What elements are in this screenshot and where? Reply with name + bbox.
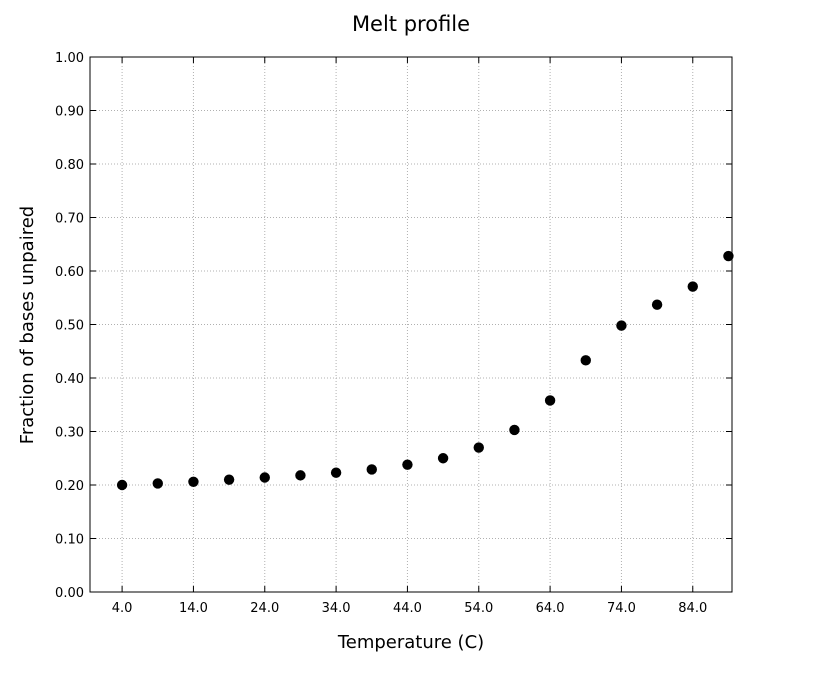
- chart-title: Melt profile: [352, 12, 470, 36]
- y-tick-label: 0.90: [55, 105, 84, 120]
- y-tick-label: 0.30: [55, 426, 84, 441]
- data-point: [223, 474, 235, 485]
- y-tick-label: 0.10: [55, 533, 84, 548]
- data-point: [687, 281, 698, 292]
- data-point: [152, 478, 163, 489]
- data-point: [723, 250, 734, 262]
- y-tick-label: 1.00: [55, 51, 84, 66]
- x-tick-label: 84.0: [678, 601, 707, 616]
- y-tick-label: 0.80: [55, 158, 84, 173]
- data-point: [188, 476, 199, 487]
- y-tick-label: 0.50: [55, 319, 84, 334]
- x-tick-label: 44.0: [393, 601, 422, 616]
- x-tick-label: 74.0: [607, 601, 636, 616]
- data-point: [580, 355, 591, 366]
- data-point: [509, 424, 520, 436]
- data-point: [295, 470, 306, 481]
- x-tick-label: 64.0: [536, 601, 565, 616]
- y-axis-label: Fraction of bases unpaired: [17, 206, 38, 444]
- x-tick-label: 54.0: [464, 601, 493, 616]
- y-tick-label: 0.60: [55, 265, 84, 280]
- data-points: [116, 250, 734, 491]
- data-point: [544, 395, 556, 406]
- x-tick-label: 14.0: [179, 601, 208, 616]
- y-axis-ticks: 0.00 0.10 0.20 0.30 0.40 0.50 0.60 0.70 0.80 0.90…: [55, 51, 732, 601]
- y-tick-label: 0.40: [55, 372, 84, 387]
- data-point: [366, 464, 377, 475]
- x-axis-label: Temperature (C): [337, 632, 484, 653]
- data-point: [116, 479, 128, 491]
- data-point: [437, 453, 449, 464]
- data-point: [473, 442, 484, 453]
- x-axis-ticks: 4.0 14.0 24.0 34.0 44.0 54.0 64.0 74.0 84.0: [112, 57, 707, 616]
- data-point: [402, 459, 413, 470]
- data-point: [616, 320, 627, 331]
- y-tick-label: 0.70: [55, 212, 84, 227]
- x-tick-label: 24.0: [250, 601, 279, 616]
- data-point: [651, 299, 663, 310]
- grid: [90, 57, 732, 592]
- data-point: [259, 472, 270, 483]
- x-tick-label: 34.0: [322, 601, 351, 616]
- x-tick-label: 4.0: [112, 601, 133, 616]
- data-point: [330, 467, 342, 478]
- y-tick-label: 0.20: [55, 479, 84, 494]
- y-tick-label: 0.00: [55, 586, 84, 601]
